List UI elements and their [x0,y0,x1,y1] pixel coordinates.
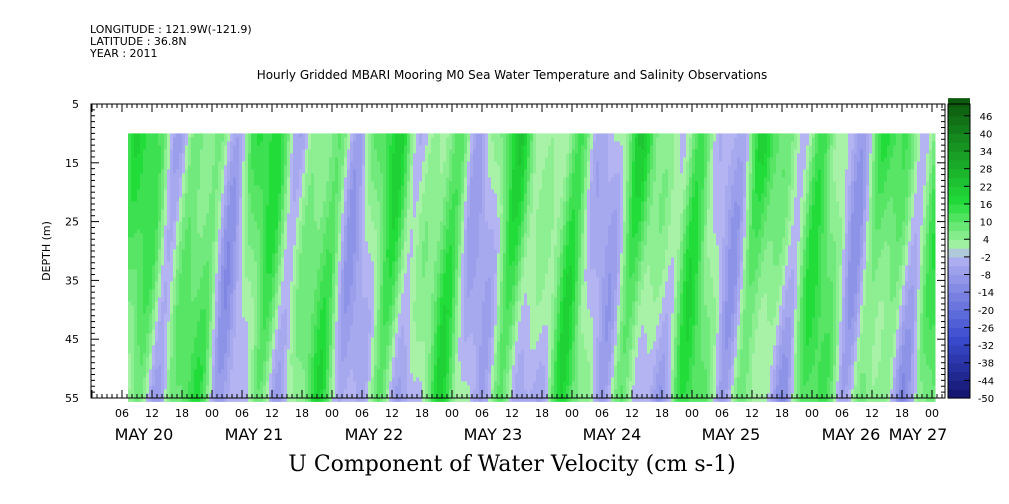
x-hour-tick-label: 00 [685,407,699,420]
colorbar-tick-label: 10 [980,218,993,229]
x-hour-tick-label: 18 [775,407,789,420]
colorbar-tick-label: 4 [983,235,989,246]
y-tick-label: 25 [65,216,79,229]
colorbar: 46 40 34 28 22 16 10 4 -2 -8 -14 -20 -26 -32 -38 -44 -50 [948,98,994,405]
x-day-label: MAY 27 [889,425,948,444]
colorbar-tick-label: 22 [980,182,993,193]
y-tick-label: 45 [65,333,79,346]
colorbar-tick-label: 16 [980,200,993,211]
x-hour-tick-label: 06 [475,407,489,420]
x-hour-tick-label: 00 [445,407,459,420]
heatmap-field [128,133,936,402]
x-hour-tick-label: 00 [805,407,819,420]
y-tick-label: 35 [65,274,79,287]
colorbar-tick-label: -20 [978,306,994,317]
x-hour-tick-label: 06 [355,407,369,420]
chart-xlabel: U Component of Water Velocity (cm s-1) [0,452,1009,477]
x-hour-tick-label: 12 [625,407,639,420]
x-hour-tick-label: 18 [535,407,549,420]
x-hour-tick-label: 18 [295,407,309,420]
colorbar-tick-label: 40 [980,129,993,140]
x-hour-tick-label: 12 [745,407,759,420]
y-tick-label: 5 [72,98,79,111]
colorbar-tick-label: -32 [978,341,994,352]
x-day-label: MAY 21 [225,425,284,444]
x-hour-tick-label: 12 [505,407,519,420]
x-hour-tick-label: 12 [265,407,279,420]
x-hour-tick-label: 00 [325,407,339,420]
x-hour-tick-label: 00 [205,407,219,420]
x-day-label: MAY 23 [464,425,523,444]
colorbar-tick-label: -2 [981,253,991,264]
x-hour-tick-label: 00 [565,407,579,420]
colorbar-tick-label: -38 [978,359,994,370]
x-hour-tick-label: 06 [235,407,249,420]
x-day-label: MAY 26 [822,425,881,444]
y-axis-label: DEPTH (m) [40,221,53,281]
colorbar-tick-label: -8 [981,271,991,282]
colorbar-tick-label: -50 [978,394,994,405]
colorbar-tick-label: -26 [978,323,994,334]
x-day-label: MAY 25 [702,425,761,444]
colorbar-tick-label: -44 [978,376,994,387]
x-hour-tick-label: 06 [715,407,729,420]
x-hour-tick-label: 12 [385,407,399,420]
x-day-label: MAY 20 [115,425,174,444]
x-day-label: MAY 24 [583,425,642,444]
x-hour-tick-label: 06 [835,407,849,420]
x-hour-tick-label: 18 [655,407,669,420]
x-hour-tick-label: 12 [145,407,159,420]
x-hour-tick-label: 18 [895,407,909,420]
x-hour-tick-label: 18 [415,407,429,420]
x-hour-tick-label: 06 [115,407,129,420]
x-hour-tick-label: 00 [925,407,939,420]
y-tick-label: 15 [65,157,79,170]
x-hour-tick-label: 12 [865,407,879,420]
colorbar-tick-label: 46 [980,112,993,123]
x-day-label: MAY 22 [345,425,404,444]
x-hour-tick-label: 18 [175,407,189,420]
y-tick-label: 55 [65,392,79,405]
x-hour-tick-label: 06 [595,407,609,420]
colorbar-tick-label: 34 [980,147,993,158]
colorbar-tick-label: -14 [978,288,994,299]
colorbar-tick-label: 28 [980,165,993,176]
